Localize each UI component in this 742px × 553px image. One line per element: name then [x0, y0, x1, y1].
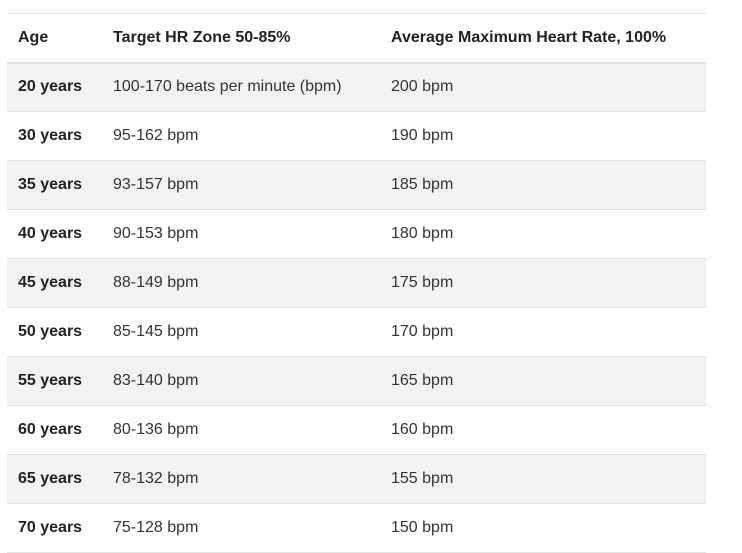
age-cell: 60 years	[18, 421, 83, 438]
table-row: 55 years 83-140 bpm 165 bpm	[7, 356, 706, 406]
age-cell: 65 years	[18, 470, 83, 487]
target-zone-cell: 95-162 bpm	[113, 127, 199, 144]
max-heart-rate-cell: 155 bpm	[391, 470, 454, 487]
table-row: 30 years 95-162 bpm 190 bpm	[7, 111, 706, 161]
max-heart-rate-cell: 150 bpm	[391, 519, 454, 536]
heart-rate-table-container: Age Target HR Zone 50-85% Average Maximu…	[7, 13, 706, 553]
table-header: Age Target HR Zone 50-85% Average Maximu…	[7, 13, 706, 63]
target-zone-cell: 100-170 beats per minute (bpm)	[113, 78, 342, 96]
header-row: Age Target HR Zone 50-85% Average Maximu…	[7, 13, 706, 63]
table-row: 45 years 88-149 bpm 175 bpm	[7, 258, 706, 308]
max-heart-rate-cell: 185 bpm	[391, 176, 454, 193]
target-zone-cell: 90-153 bpm	[113, 225, 199, 242]
age-cell: 40 years	[18, 225, 83, 242]
target-zone-cell: 93-157 bpm	[113, 176, 199, 193]
target-zone-cell: 80-136 bpm	[113, 421, 199, 438]
age-cell: 70 years	[18, 519, 83, 536]
age-cell: 35 years	[18, 176, 83, 193]
table-row: 65 years 78-132 bpm 155 bpm	[7, 454, 706, 504]
target-zone-cell: 88-149 bpm	[113, 274, 199, 291]
age-cell: 50 years	[18, 323, 83, 340]
max-heart-rate-cell: 160 bpm	[391, 421, 454, 438]
age-cell: 55 years	[18, 372, 83, 389]
target-zone-cell: 83-140 bpm	[113, 372, 199, 389]
target-zone-cell: 85-145 bpm	[113, 323, 199, 340]
max-heart-rate-cell: 175 bpm	[391, 274, 454, 291]
age-cell: 45 years	[18, 274, 83, 291]
table-row: 70 years 75-128 bpm 150 bpm	[7, 503, 706, 553]
max-heart-rate-cell: 165 bpm	[391, 372, 454, 389]
table-row: 60 years 80-136 bpm 160 bpm	[7, 405, 706, 455]
max-heart-rate-cell: 180 bpm	[391, 225, 454, 242]
column-header-max-heart-rate: Average Maximum Heart Rate, 100%	[391, 28, 667, 46]
heart-rate-table: Age Target HR Zone 50-85% Average Maximu…	[7, 13, 706, 553]
target-zone-cell: 78-132 bpm	[113, 470, 199, 487]
max-heart-rate-cell: 200 bpm	[391, 78, 454, 96]
table-body: 20 years 100-170 beats per minute (bpm) …	[7, 62, 706, 553]
table-row: 35 years 93-157 bpm 185 bpm	[7, 160, 706, 210]
max-heart-rate-cell: 190 bpm	[391, 127, 454, 144]
age-cell: 20 years	[18, 78, 83, 96]
table-row: 50 years 85-145 bpm 170 bpm	[7, 307, 706, 357]
column-header-target-zone: Target HR Zone 50-85%	[113, 28, 291, 46]
age-cell: 30 years	[18, 127, 83, 144]
column-header-age: Age	[18, 28, 49, 46]
target-zone-cell: 75-128 bpm	[113, 519, 199, 536]
table-row: 40 years 90-153 bpm 180 bpm	[7, 209, 706, 259]
max-heart-rate-cell: 170 bpm	[391, 323, 454, 340]
table-row: 20 years 100-170 beats per minute (bpm) …	[7, 62, 706, 112]
